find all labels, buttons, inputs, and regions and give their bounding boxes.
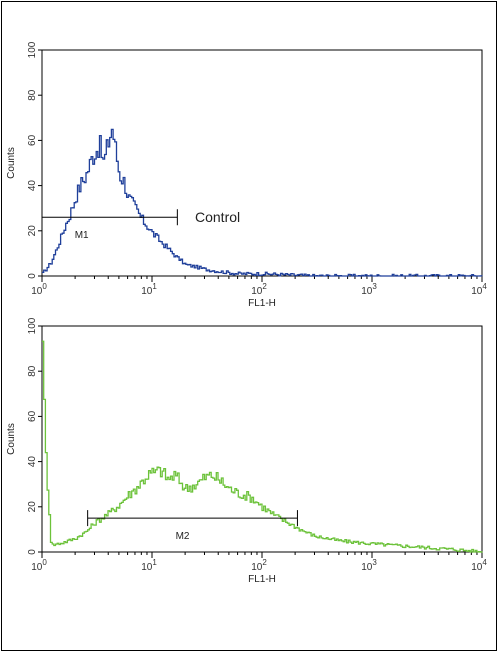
series-control bbox=[42, 128, 483, 277]
y-axis-label-sample: Counts bbox=[6, 423, 17, 455]
x-tick-base: 10 bbox=[31, 562, 43, 573]
y-tick-label: 80 bbox=[27, 89, 38, 101]
y-axis-control: 0 20 40 60 80 100 bbox=[27, 41, 42, 279]
x-tick-label: 103 bbox=[361, 282, 377, 297]
y-tick-label: 40 bbox=[27, 180, 38, 192]
x-tick-base: 10 bbox=[141, 286, 153, 297]
x-tick-exponent: 1 bbox=[152, 558, 157, 567]
x-tick-label: 104 bbox=[471, 282, 487, 297]
marker-m2: M2 bbox=[87, 510, 298, 542]
y-axis-label-control: Counts bbox=[6, 147, 17, 179]
x-tick-base: 10 bbox=[361, 562, 373, 573]
y-tick-label: 80 bbox=[27, 365, 38, 377]
y-tick-label: 0 bbox=[27, 273, 38, 279]
x-tick-label: 103 bbox=[361, 558, 377, 573]
x-tick-exponent: 4 bbox=[482, 282, 487, 291]
x-tick-label: 101 bbox=[141, 558, 157, 573]
x-tick-exponent: 2 bbox=[262, 282, 267, 291]
x-tick-label: 101 bbox=[141, 282, 157, 297]
marker-m2-label: M2 bbox=[176, 531, 190, 542]
x-tick-exponent: 0 bbox=[42, 558, 47, 567]
x-tick-label: 102 bbox=[251, 282, 267, 297]
marker-m1-label: M1 bbox=[75, 230, 89, 241]
x-tick-base: 10 bbox=[471, 286, 483, 297]
x-tick-base: 10 bbox=[251, 562, 263, 573]
marker-m1: M1 bbox=[41, 209, 178, 241]
annotation-control: Control bbox=[195, 209, 240, 225]
x-axis-label-sample: FL1-H bbox=[248, 574, 276, 585]
x-tick-base: 10 bbox=[471, 562, 483, 573]
y-tick-label: 40 bbox=[27, 456, 38, 468]
series-sample bbox=[42, 340, 483, 553]
x-tick-label: 100 bbox=[31, 282, 47, 297]
y-tick-label: 60 bbox=[27, 410, 38, 422]
x-tick-exponent: 3 bbox=[372, 282, 377, 291]
x-tick-base: 10 bbox=[251, 286, 263, 297]
x-axis-label-control: FL1-H bbox=[248, 298, 276, 309]
x-tick-exponent: 4 bbox=[482, 558, 487, 567]
x-tick-exponent: 0 bbox=[42, 282, 47, 291]
x-tick-base: 10 bbox=[361, 286, 373, 297]
y-tick-label: 100 bbox=[27, 317, 38, 334]
x-tick-exponent: 2 bbox=[262, 558, 267, 567]
x-tick-base: 10 bbox=[141, 562, 153, 573]
x-tick-exponent: 3 bbox=[372, 558, 377, 567]
plot-area-control bbox=[41, 49, 483, 277]
x-axis-sample: 100 101 102 103 104 bbox=[31, 552, 487, 573]
x-tick-label: 104 bbox=[471, 558, 487, 573]
y-tick-label: 0 bbox=[27, 549, 38, 555]
y-axis-sample: 0 20 40 60 80 100 bbox=[27, 317, 42, 555]
x-tick-label: 100 bbox=[31, 558, 47, 573]
x-tick-base: 10 bbox=[31, 286, 43, 297]
x-axis-control: 100 101 102 103 104 bbox=[31, 276, 487, 297]
y-tick-label: 60 bbox=[27, 134, 38, 146]
y-tick-label: 20 bbox=[27, 225, 38, 237]
y-tick-label: 20 bbox=[27, 501, 38, 513]
x-tick-exponent: 1 bbox=[152, 282, 157, 291]
x-tick-label: 102 bbox=[251, 558, 267, 573]
y-tick-label: 100 bbox=[27, 41, 38, 58]
